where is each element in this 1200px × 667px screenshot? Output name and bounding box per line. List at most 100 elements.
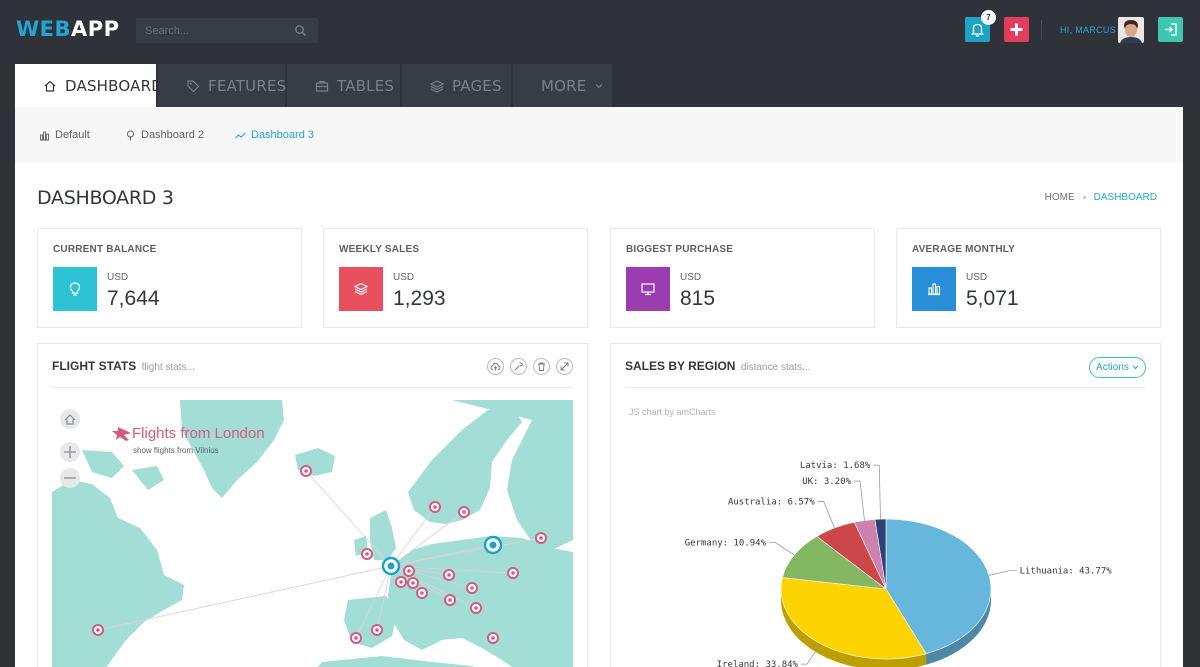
hub-markers [381, 535, 503, 576]
pie-slice [782, 535, 888, 590]
stat-value: 1,293 [393, 287, 446, 310]
breadcrumb-home[interactable]: HOME [1044, 192, 1075, 203]
pie-slice-side [781, 589, 927, 667]
expand-button[interactable] [556, 358, 573, 375]
tag-icon [187, 79, 200, 92]
briefcase-icon [315, 80, 329, 92]
subnav-dashboard-2[interactable]: Dashboard 2 [125, 129, 204, 141]
pie-leader-line [817, 501, 835, 529]
pie-label: Lithuania: 43.77% [1020, 566, 1113, 576]
subnav-label: Default [55, 129, 90, 141]
chevron-down-icon [596, 83, 603, 88]
main-content: DASHBOARD 3 HOME DASHBOARD CURRENT BALAN… [15, 163, 1183, 667]
pie-leader-line [854, 480, 865, 521]
upload-button[interactable] [487, 358, 504, 375]
subnav-label: Dashboard 3 [251, 129, 314, 141]
stat-value: 7,644 [107, 287, 160, 310]
tab-dashboard[interactable]: DASHBOARD [15, 64, 163, 107]
landmass [52, 400, 573, 667]
layers-icon [353, 282, 369, 296]
plane-icon [112, 427, 131, 441]
stat-card-average-monthly: AVERAGE MONTHLY USD 5,071 [896, 228, 1161, 328]
search-icon[interactable] [294, 24, 307, 37]
stat-card-weekly-sales: WEEKLY SALES USD 1,293 [323, 228, 588, 328]
chevron-down-icon [1132, 365, 1139, 370]
search-box [136, 18, 318, 43]
delete-button[interactable] [533, 358, 550, 375]
tab-label: DASHBOARD [65, 76, 163, 95]
search-input[interactable] [136, 18, 286, 43]
subnav-dashboard-3[interactable]: Dashboard 3 [235, 129, 314, 141]
tab-label: PAGES [452, 76, 502, 95]
tab-tables[interactable]: TABLES [287, 64, 400, 107]
divider [1041, 20, 1042, 40]
breadcrumb-current[interactable]: DASHBOARD [1093, 192, 1157, 203]
tab-label: MORE [541, 76, 587, 95]
app-logo[interactable]: WEBAPP [16, 17, 120, 41]
widget-title: FLIGHT STATS flight stats... [52, 359, 195, 373]
bulb-icon [69, 282, 81, 296]
stat-title: AVERAGE MONTHLY [912, 244, 1016, 255]
pie-leader-line [988, 569, 1017, 576]
stat-icon-box [339, 267, 383, 311]
flight-stats-widget: FLIGHT STATS flight stats... [37, 343, 588, 667]
map-switch-link[interactable]: show flights from Vilnius [133, 446, 219, 455]
stat-title: BIGGEST PURCHASE [626, 244, 734, 255]
pie-slice [874, 518, 887, 590]
avatar[interactable] [1118, 17, 1144, 43]
user-photo-icon [1118, 17, 1144, 43]
add-button[interactable] [1004, 17, 1029, 42]
bell-icon [970, 23, 985, 37]
layers-icon [430, 79, 444, 93]
pie-leader-line [873, 464, 881, 520]
widget-title: SALES BY REGION distance stats... [625, 359, 811, 373]
pie-label: Australia: 6.57% [728, 497, 815, 507]
upload-cloud-icon [490, 363, 501, 371]
pie-leader-line [800, 643, 821, 665]
sub-navigation: Default Dashboard 2 Dashboard 3 [15, 107, 1183, 163]
map-title: Flights from London [132, 425, 265, 442]
page-title: DASHBOARD 3 [37, 187, 174, 209]
pie-slice [885, 518, 992, 655]
pie-leader-line [769, 541, 795, 556]
stat-icon-box [626, 267, 670, 311]
pie-label: Ireland: 33.84% [717, 660, 799, 667]
plus-icon [1010, 23, 1023, 36]
logout-button[interactable] [1158, 17, 1183, 42]
pie-label: Germany: 10.94% [685, 538, 767, 548]
flight-routes [97, 470, 542, 639]
actions-label: Actions [1096, 362, 1129, 373]
widget-subtitle: flight stats... [141, 362, 195, 373]
stat-currency: USD [680, 272, 702, 283]
stat-title: WEEKLY SALES [339, 244, 420, 255]
pie-label: Latvia: 1.68% [800, 461, 871, 471]
subnav-label: Dashboard 2 [141, 129, 204, 141]
wrench-icon [514, 362, 524, 371]
breadcrumb: HOME DASHBOARD [1045, 192, 1157, 203]
tab-pages[interactable]: PAGES [402, 64, 511, 107]
stat-currency: USD [107, 272, 129, 283]
expand-icon [560, 362, 569, 371]
widget-subtitle: distance stats... [740, 362, 811, 373]
flight-map[interactable]: Flights from London show flights from Vi… [52, 400, 573, 667]
bar-chart-icon [40, 131, 49, 140]
actions-dropdown[interactable]: Actions [1089, 357, 1146, 378]
widget-divider [625, 387, 1146, 388]
tab-more[interactable]: MORE [513, 64, 612, 107]
breadcrumb-separator [1082, 196, 1086, 199]
stat-icon-box [912, 267, 956, 311]
tab-features[interactable]: FEATURES [158, 64, 286, 107]
top-bar: WEBAPP 7 HI, MARCUS [0, 0, 1200, 60]
pie-label: UK: 3.20% [802, 477, 851, 487]
subnav-default[interactable]: Default [39, 129, 90, 141]
sign-in-icon [1165, 23, 1177, 36]
stat-value: 815 [680, 287, 716, 310]
trash-icon [538, 362, 545, 371]
stat-currency: USD [393, 272, 415, 283]
trend-icon [235, 132, 246, 138]
sales-by-region-widget: SALES BY REGION distance stats... Action… [610, 343, 1161, 667]
chart-credit[interactable]: JS chart by amCharts [629, 407, 716, 417]
settings-button[interactable] [510, 358, 527, 375]
user-greeting[interactable]: HI, MARCUS [1060, 25, 1117, 35]
bar-chart-icon [928, 283, 941, 296]
